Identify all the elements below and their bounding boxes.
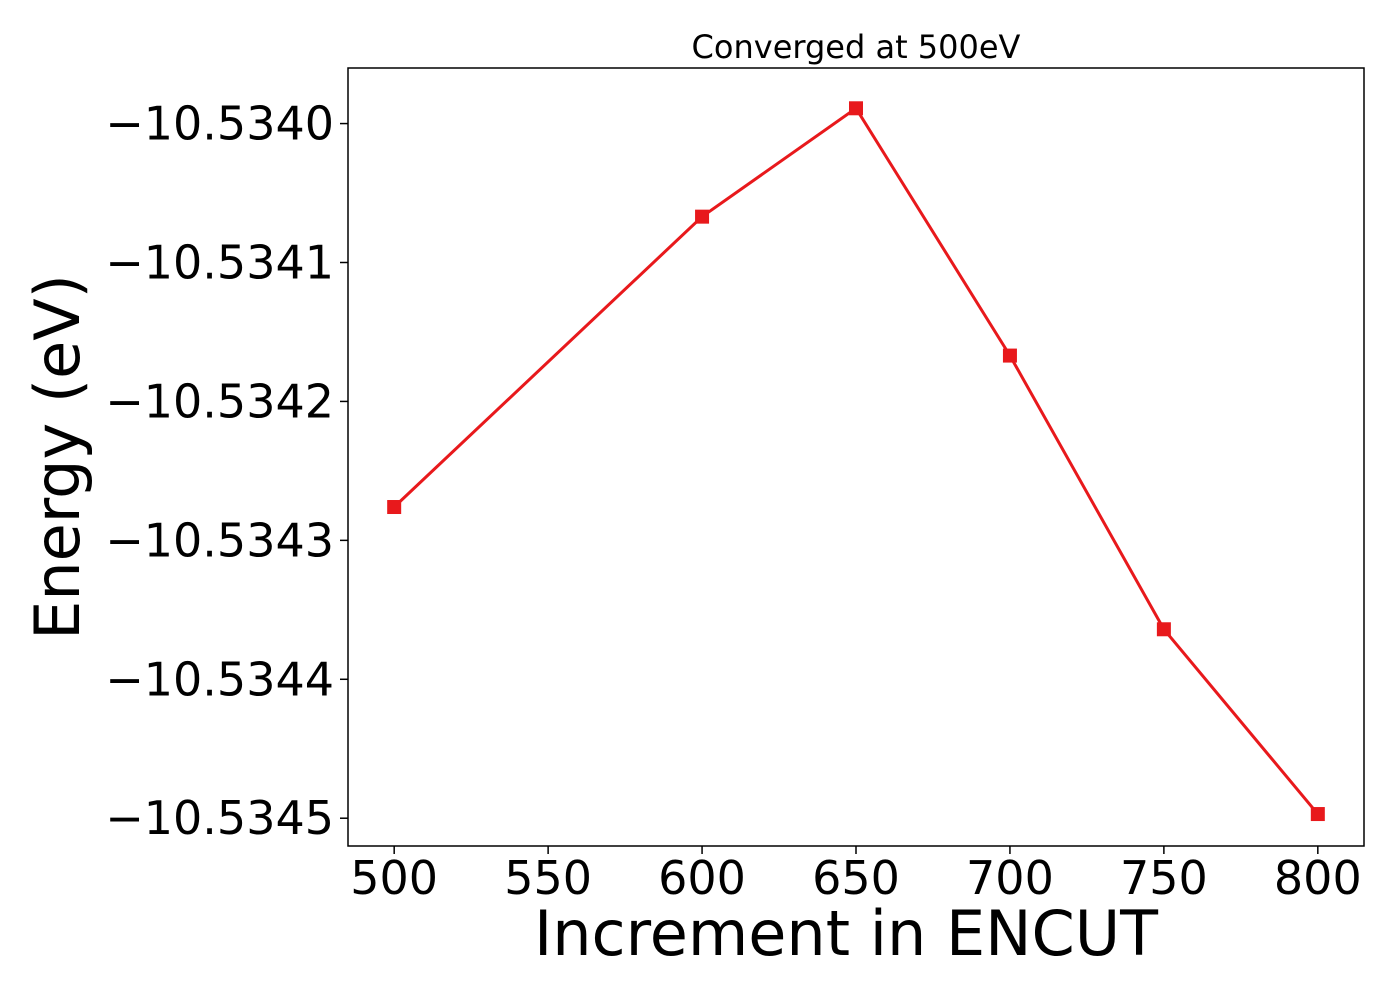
y-axis-label: Energy (eV): [21, 274, 94, 640]
series-layer: [387, 101, 1325, 822]
x-axis-label: Increment in ENCUT: [534, 897, 1159, 970]
x-tick-label: 800: [1274, 851, 1362, 905]
data-point: [1310, 807, 1325, 822]
data-point: [1002, 348, 1017, 363]
x-axis-ticks: 500 550 600 650 700 750 800: [350, 846, 1362, 905]
chart-title: Converged at 500eV: [692, 28, 1021, 66]
data-point: [387, 500, 402, 515]
y-tick-label: −10.5345: [105, 791, 334, 845]
data-point: [1156, 622, 1171, 637]
y-axis-ticks: −10.5340 −10.5341 −10.5342 −10.5343 −10.5344…: [105, 97, 348, 845]
data-point: [695, 209, 710, 224]
x-tick-label: 600: [658, 851, 746, 905]
x-tick-label: 500: [350, 851, 438, 905]
data-point: [849, 101, 863, 116]
x-tick-label: 700: [966, 851, 1054, 905]
x-tick-label: 550: [504, 851, 592, 905]
y-tick-label: −10.5344: [105, 652, 334, 706]
series-line: [393, 106, 1319, 816]
y-tick-label: −10.5343: [105, 513, 334, 567]
plot-area-frame: [347, 67, 1365, 847]
y-tick-label: −10.5340: [105, 97, 334, 151]
y-tick-label: −10.5342: [105, 374, 334, 428]
x-tick-label: 650: [812, 851, 900, 905]
x-tick-label: 750: [1120, 851, 1208, 905]
y-tick-label: −10.5341: [105, 236, 334, 290]
